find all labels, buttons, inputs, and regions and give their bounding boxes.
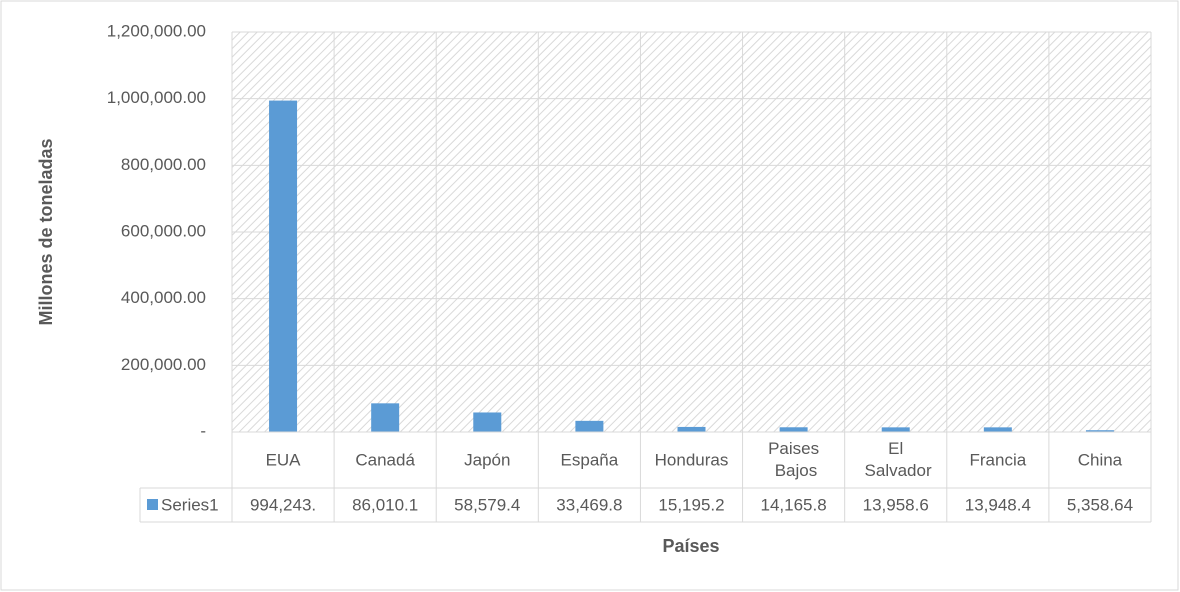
x-tick-label: El Salvador bbox=[860, 439, 932, 480]
bar bbox=[1085, 430, 1114, 432]
y-tick-label: 600,000.00 bbox=[121, 221, 206, 240]
y-tick-label: 1,000,000.00 bbox=[107, 88, 206, 107]
x-axis-title: Países bbox=[662, 536, 719, 556]
table-value: 15,195.2 bbox=[658, 495, 724, 514]
x-tick-label: China bbox=[1078, 450, 1123, 469]
legend-label: Series1 bbox=[161, 495, 219, 514]
legend-swatch bbox=[147, 499, 158, 510]
table-value: 13,958.6 bbox=[863, 495, 929, 514]
y-tick-label: - bbox=[200, 421, 206, 440]
bar bbox=[575, 420, 604, 432]
bar bbox=[269, 100, 298, 432]
bar bbox=[881, 427, 910, 432]
x-tick-label: Paises Bajos bbox=[768, 439, 819, 480]
x-tick-label: Canadá bbox=[355, 450, 415, 469]
y-tick-label: 1,200,000.00 bbox=[107, 21, 206, 40]
y-axis-title: Millones de toneladas bbox=[36, 138, 56, 325]
x-tick-label: Japón bbox=[464, 450, 510, 469]
table-value: 58,579.4 bbox=[454, 495, 520, 514]
y-tick-label: 800,000.00 bbox=[121, 155, 206, 174]
x-tick-label: Honduras bbox=[655, 450, 729, 469]
table-value: 5,358.64 bbox=[1067, 495, 1133, 514]
y-tick-label: 200,000.00 bbox=[121, 355, 206, 374]
x-tick-label: Francia bbox=[969, 450, 1026, 469]
table-value: 86,010.1 bbox=[352, 495, 418, 514]
table-value: 33,469.8 bbox=[556, 495, 622, 514]
bar bbox=[473, 412, 502, 432]
x-tick-label: España bbox=[561, 450, 619, 469]
y-tick-label: 400,000.00 bbox=[121, 288, 206, 307]
table-value: 13,948.4 bbox=[965, 495, 1031, 514]
bar bbox=[371, 403, 400, 432]
bar bbox=[983, 427, 1012, 432]
table-value: 14,165.8 bbox=[761, 495, 827, 514]
bar bbox=[779, 427, 808, 432]
bar bbox=[677, 426, 706, 432]
x-tick-label: EUA bbox=[266, 450, 302, 469]
table-value: 994,243. bbox=[250, 495, 316, 514]
